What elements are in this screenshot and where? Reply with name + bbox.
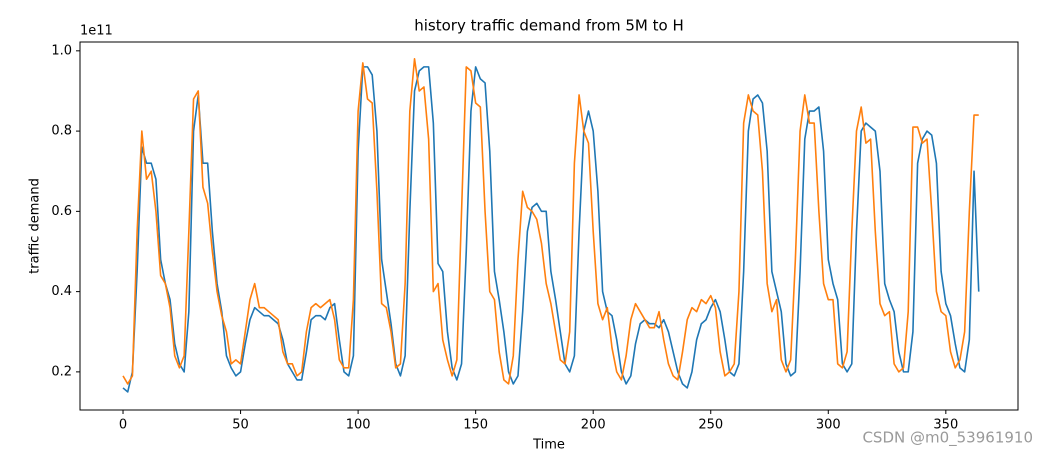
watermark: CSDN @m0_53961910 bbox=[862, 429, 1033, 448]
y-offset-label: 1e11 bbox=[80, 24, 113, 39]
x-tick-label: 250 bbox=[698, 418, 723, 433]
y-tick-label: 0.2 bbox=[51, 364, 72, 379]
x-tick-label: 100 bbox=[346, 418, 371, 433]
x-tick-label: 50 bbox=[232, 418, 249, 433]
plot-frame bbox=[79, 41, 1019, 411]
x-tick-label: 300 bbox=[816, 418, 841, 433]
x-tick-label: 0 bbox=[119, 418, 127, 433]
y-tick-label: 0.6 bbox=[51, 204, 72, 219]
chart-title: history traffic demand from 5M to H bbox=[414, 17, 684, 35]
data-line bbox=[122, 58, 979, 385]
data-line bbox=[122, 66, 980, 393]
x-axis-label: Time bbox=[532, 438, 565, 453]
y-tick-label: 1.0 bbox=[51, 43, 72, 58]
x-tick-label: 150 bbox=[463, 418, 488, 433]
x-tick-label: 350 bbox=[933, 418, 958, 433]
y-tick-label: 0.4 bbox=[51, 284, 72, 299]
y-tick-label: 0.8 bbox=[51, 124, 72, 139]
y-axis-label: traffic demand bbox=[28, 178, 43, 274]
x-tick-label: 200 bbox=[581, 418, 606, 433]
